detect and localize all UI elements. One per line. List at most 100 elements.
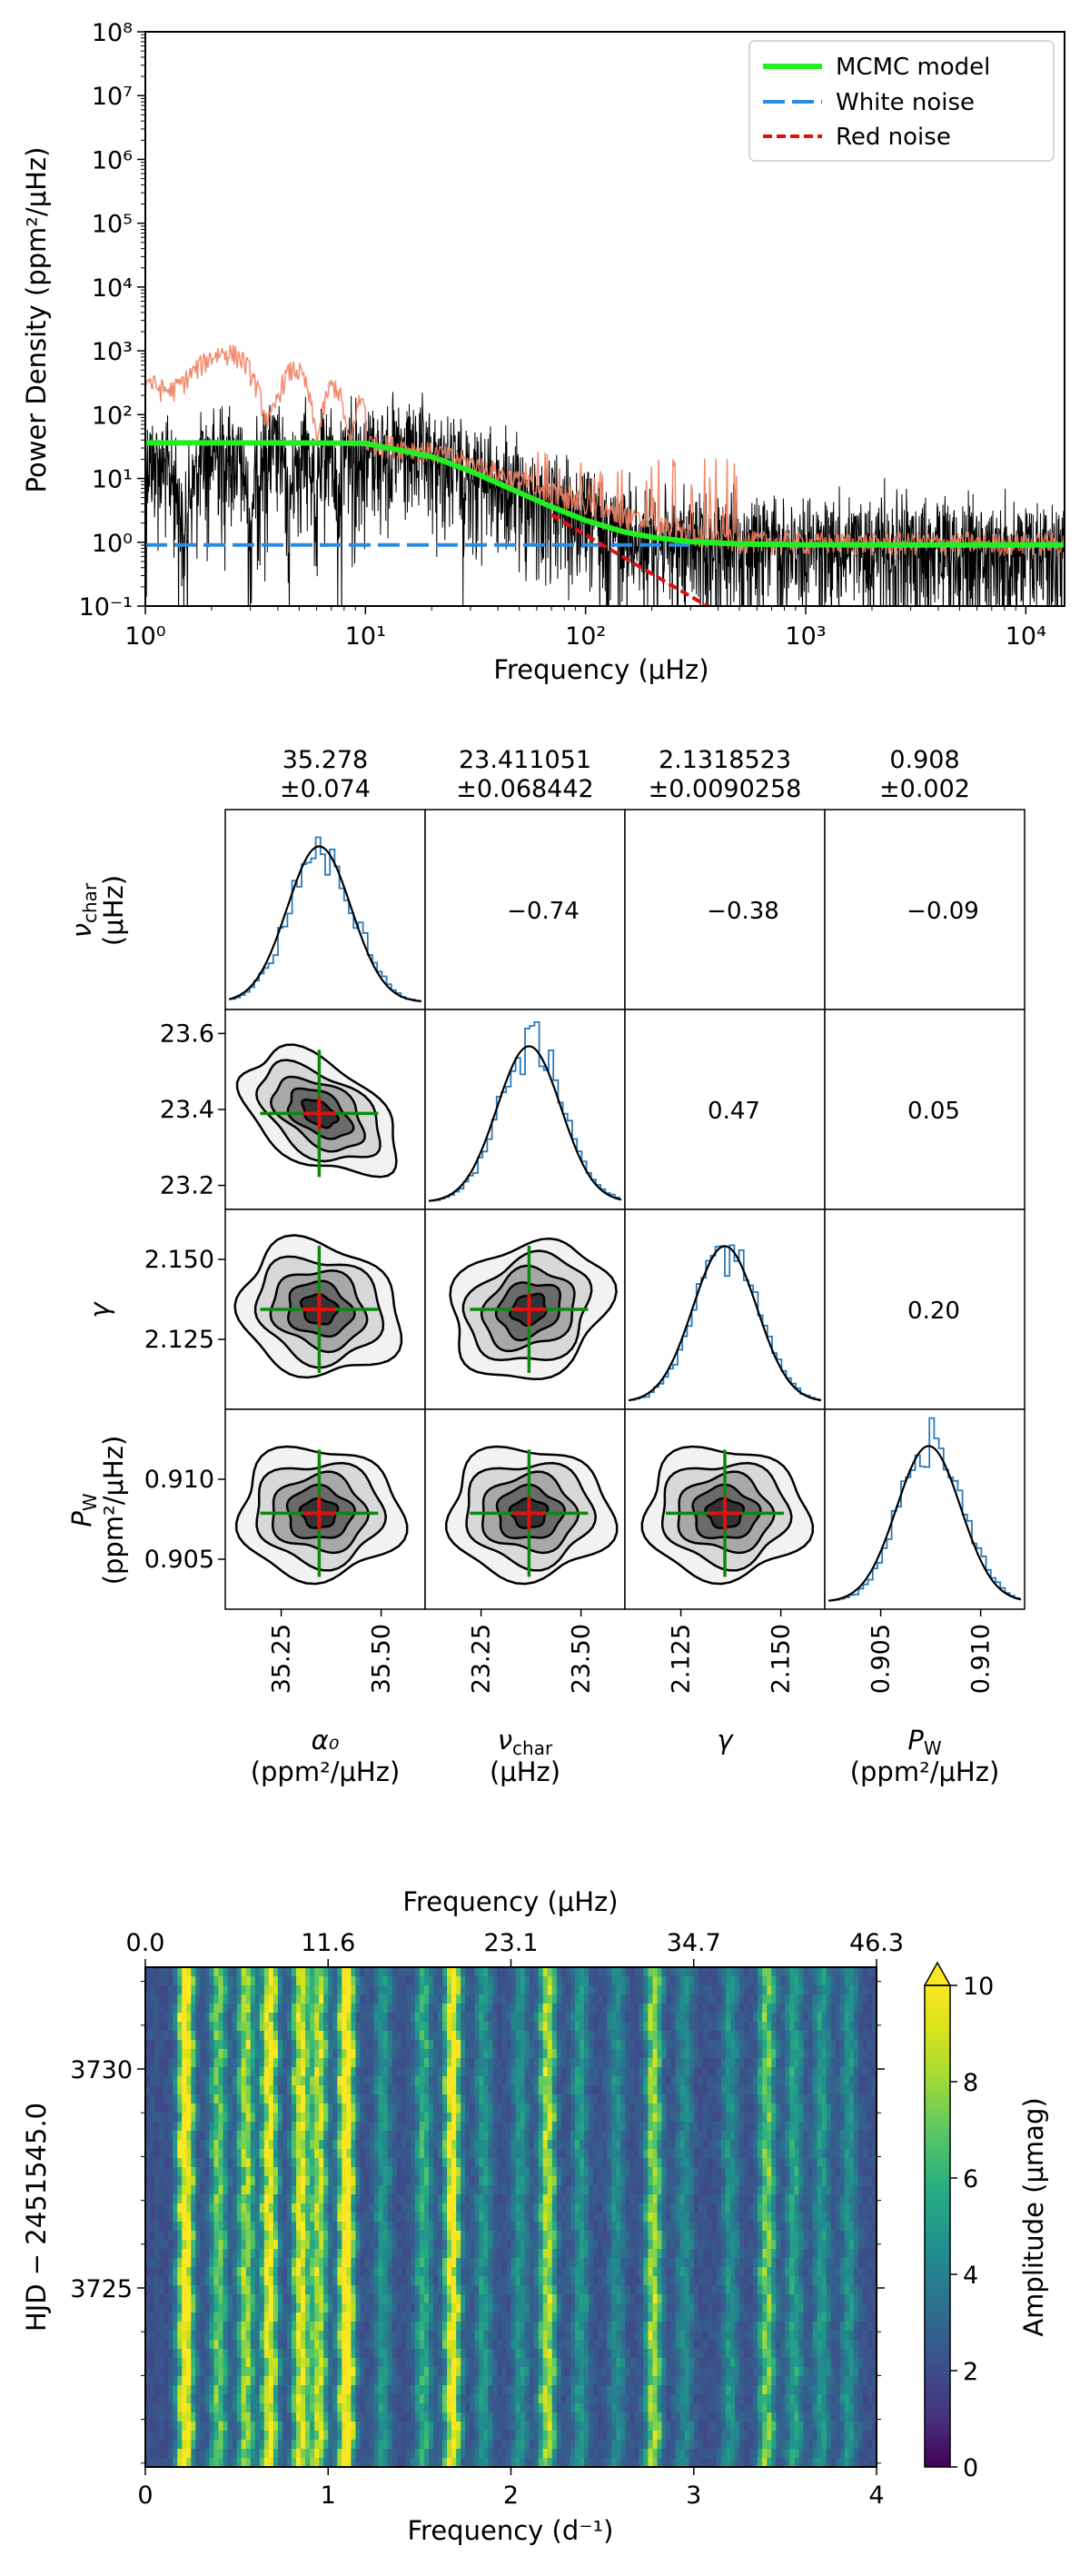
heatmap-cell	[634, 2049, 639, 2059]
heatmap-cell	[730, 2222, 736, 2232]
heatmap-cell	[730, 2185, 736, 2195]
heatmap-cell	[177, 2213, 183, 2223]
heatmap-cell	[191, 1994, 196, 2004]
heatmap-cell	[753, 2131, 758, 2141]
heatmap-cell	[602, 1967, 608, 1977]
heatmap-cell	[639, 2158, 645, 2168]
heatmap-cell	[456, 2076, 461, 2086]
heatmap-cell	[428, 2176, 434, 2186]
heatmap-cell	[296, 1994, 302, 2004]
heatmap-cell	[689, 1994, 695, 2004]
heatmap-cell	[442, 1985, 448, 1995]
heatmap-cell	[501, 2067, 508, 2077]
heatmap-cell	[182, 2058, 187, 2068]
heatmap-cell	[154, 2040, 160, 2050]
heatmap-cell	[771, 2085, 777, 2095]
heatmap-cell	[684, 2058, 690, 2068]
heatmap-cell	[693, 2013, 699, 2023]
heatmap-cell	[844, 2094, 850, 2104]
heatmap-cell	[272, 2194, 279, 2204]
heatmap-cell	[164, 2085, 169, 2095]
heatmap-cell	[259, 2113, 265, 2123]
heatmap-cell	[346, 2058, 352, 2068]
heatmap-cell	[848, 2222, 855, 2232]
heatmap-cell	[565, 2022, 571, 2032]
heatmap-cell	[414, 2031, 421, 2041]
heatmap-cell	[337, 2031, 342, 2041]
heatmap-cell	[579, 2022, 585, 2032]
heatmap-cell	[835, 2004, 841, 2014]
heatmap-cell	[602, 2013, 608, 2023]
heatmap-cell	[272, 2049, 279, 2059]
heatmap-cell	[405, 2076, 411, 2086]
heatmap-cell	[748, 2185, 754, 2195]
heatmap-cell	[470, 2031, 475, 2041]
heatmap-cell	[337, 2013, 342, 2023]
heatmap-cell	[447, 2113, 452, 2123]
heatmap-cell	[689, 2031, 695, 2041]
heatmap-cell	[739, 2203, 745, 2213]
heatmap-cell	[661, 2122, 668, 2132]
heatmap-cell	[821, 1976, 827, 1986]
heatmap-cell	[693, 2185, 699, 2195]
heatmap-cell	[186, 2085, 192, 2095]
heatmap-cell	[551, 1994, 558, 2004]
heatmap-cell	[744, 2176, 749, 2186]
heatmap-cell	[305, 2104, 311, 2114]
heatmap-cell	[611, 2049, 617, 2059]
heatmap-cell	[286, 2167, 292, 2177]
heatmap-cell	[268, 2067, 274, 2077]
heatmap-cell	[373, 2085, 380, 2095]
heatmap-cell	[461, 2067, 466, 2077]
heatmap-cell	[556, 1967, 562, 1977]
heatmap-cell	[410, 2013, 416, 2023]
heatmap-cell	[748, 2022, 754, 2032]
heatmap-cell	[159, 2131, 164, 2141]
heatmap-cell	[378, 2149, 384, 2159]
heatmap-cell	[159, 2058, 164, 2068]
heatmap-cell	[780, 2176, 786, 2186]
heatmap-cell	[730, 2040, 736, 2050]
heatmap-cell	[776, 2185, 781, 2195]
heatmap-cell	[465, 2049, 471, 2059]
heatmap-cell	[241, 2213, 247, 2223]
heatmap-cell	[204, 2140, 211, 2150]
heatmap-cell	[689, 2185, 695, 2195]
heatmap-cell	[584, 2194, 590, 2204]
heatmap-cell	[346, 1985, 352, 1995]
heatmap-cell	[744, 2049, 749, 2059]
heatmap-cell	[369, 2203, 375, 2213]
heatmap-cell	[391, 2040, 398, 2050]
heatmap-cell	[186, 1967, 192, 1977]
heatmap-cell	[579, 2194, 585, 2204]
heatmap-cell	[442, 2076, 448, 2086]
heatmap-cell	[830, 2149, 837, 2159]
heatmap-cell	[497, 2149, 503, 2159]
heatmap-cell	[355, 2031, 362, 2041]
heatmap-cell	[250, 2176, 256, 2186]
heatmap-cell	[510, 2149, 517, 2159]
heatmap-cell	[602, 2022, 608, 2032]
heatmap-cell	[515, 2149, 521, 2159]
heatmap-cell	[328, 2185, 333, 2195]
heatmap-cell	[164, 2176, 169, 2186]
heatmap-cell	[254, 2022, 261, 2032]
heatmap-cell	[867, 2040, 873, 2050]
heatmap-cell	[579, 2213, 585, 2223]
heatmap-cell	[282, 2213, 288, 2223]
heatmap-cell	[432, 2022, 439, 2032]
heatmap-cell	[319, 2113, 324, 2123]
heatmap-cell	[479, 2067, 484, 2077]
heatmap-cell	[771, 2140, 777, 2150]
heatmap-cell	[551, 2004, 558, 2014]
heatmap-cell	[661, 2094, 668, 2104]
heatmap-cell	[598, 2167, 603, 2177]
heatmap-cell	[277, 2185, 283, 2195]
heatmap-cell	[195, 2213, 201, 2223]
heatmap-cell	[684, 2194, 690, 2204]
heatmap-cell	[292, 2122, 297, 2132]
heatmap-cell	[648, 2167, 654, 2177]
heatmap-cell	[871, 2085, 877, 2095]
heatmap-cell	[524, 2149, 530, 2159]
heatmap-cell	[648, 2203, 654, 2213]
